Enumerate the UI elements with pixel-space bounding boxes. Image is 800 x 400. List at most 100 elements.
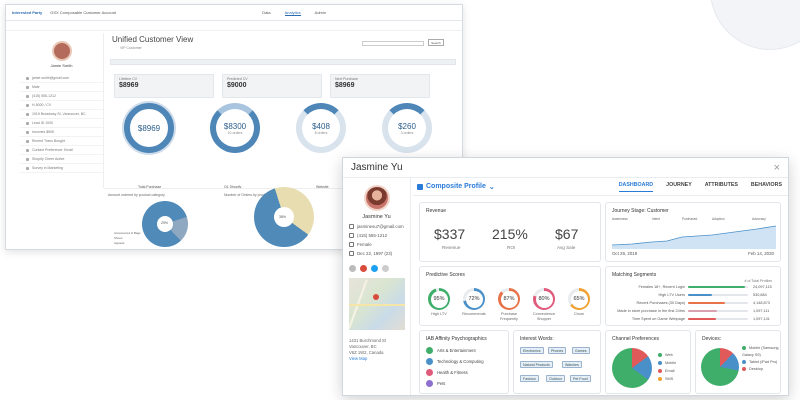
back-bottom-panels: Amount ordered by product category Numbe… [104,187,454,249]
back-search-input[interactable] [362,41,424,46]
devices-pie-chart [701,348,739,386]
avatar [363,185,390,211]
dob-row: Dec 22, 1997 (23) [349,251,404,256]
tab-dashboard[interactable]: DASHBOARD [618,182,654,192]
segment-row[interactable]: Recent Purchases (30 Days) 4,148,873 [636,301,770,305]
interest-tag[interactable]: Natural Products [520,361,553,368]
back-circle-caption: Total Purchase [138,185,162,189]
back-tab-analytics[interactable]: Analytics [284,9,301,16]
avg-sale-value: $67 [555,226,579,242]
back-tab-data[interactable]: Data [262,9,271,15]
interest-tag[interactable]: Fashion [520,375,539,382]
twitter-icon[interactable] [371,265,378,272]
journey-title: Journey Stage: Customer [612,208,669,214]
back-legend: Accessories & Bags Shoes Apparel [114,231,141,245]
profile-tabs: DASHBOARD JOURNEY ATTRIBUTES BEHAVIORS [618,181,782,192]
matching-title: Matching Segments [612,272,657,278]
close-icon[interactable]: × [773,161,780,174]
map-pin-icon [373,294,379,300]
social-links [349,265,404,272]
back-sidebar-row: H-5000 / CV [20,101,103,110]
score-ring: 87% [498,288,520,310]
pinterest-icon[interactable] [360,265,367,272]
score-label: Convenience Shopper [532,312,556,321]
email-row: jasminesu7@gmail.com [349,224,404,229]
instagram-icon[interactable] [349,265,356,272]
tab-journey[interactable]: JOURNEY [666,181,692,188]
back-metric-circle: $8969 [124,103,174,153]
iab-item: Pets [426,380,445,387]
journey-stage-label: Awareness [612,217,628,221]
revenue-card: Revenue $337 Revenue 215% ROI $67 Avg Sa… [419,202,601,262]
back-donut-chart [254,187,314,247]
devices-title: Devices: [702,336,722,342]
roi-value: 215% [492,226,528,242]
tab-attributes[interactable]: ATTRIBUTES [704,181,738,188]
segment-row[interactable]: Made in store purchase in the first 24hr… [617,309,770,313]
journey-stage-label: Adoption [712,217,725,221]
back-sidebar-row: (415) 555-1212 [20,92,103,101]
back-logo[interactable]: Interested Party [12,10,43,15]
back-tabs: Data Analytics Admin [262,10,326,16]
composite-profile-window: Jasmine Yu × Jasmine Yu jasminesu7@gmail… [342,157,789,396]
tab-behaviors[interactable]: BEHAVIORS [750,181,782,188]
phone-icon [349,233,354,238]
back-metric-circle: $260 3 orders [382,103,432,153]
row-icon [26,76,29,80]
category-icon [426,347,433,354]
segment-row[interactable]: Females 18+, Recent Login 24,097,115 [638,285,772,289]
back-pie-label: 29% [161,221,169,225]
legend-item: SMS [658,375,676,383]
journey-stage-label: Advocacy [752,217,766,221]
score-label: Purchase Frequently [500,312,518,321]
journey-area-chart [612,225,776,249]
score-ring: 80% [533,288,555,310]
interest-tag[interactable]: Outdoor [546,375,565,382]
back-tab-admin[interactable]: Admin [314,9,326,15]
score-ring: 65% [568,288,590,310]
score-ring: 72% [463,288,485,310]
interest-tag[interactable]: Electronics [520,347,544,354]
phone-app-icon[interactable] [382,265,389,272]
back-search-button[interactable]: Search [428,39,444,46]
location-map[interactable] [349,278,405,330]
row-icon [26,85,29,89]
profile-icon [417,183,423,190]
row-icon [26,139,29,143]
back-circle-caption: Website [316,185,329,189]
journey-stage-label: Intent [652,217,660,221]
row-icon [26,130,29,134]
interest-tag[interactable]: Watches [562,361,582,368]
gender-row: Female [349,242,404,247]
iab-card: IAB Affinity Psychographics Arts & Enter… [419,330,509,394]
back-subbar [6,21,462,31]
segment-row[interactable]: High LTV Users 530,884 [658,293,767,297]
row-icon [26,103,29,107]
composite-profile-dropdown[interactable]: Composite Profile ⌄ [417,183,495,191]
back-sidebar-row: Recent Trans Bought [20,137,103,146]
interest-tag[interactable]: Games [572,347,590,354]
channel-pie-chart [612,348,652,388]
back-toolbar [110,59,456,65]
back-topbar: Interested Party GSX Composable Customer… [6,5,462,21]
legend-item: Mobile (Samsung Galaxy S9) [742,346,779,357]
back-main: Unified Customer View VIP Customer Searc… [110,33,456,189]
back-sidebar-row: Contact Preference: Email [20,146,103,155]
interest-title: Interest Words: [520,336,554,342]
segment-row[interactable]: Time Spent on Game Webpage 1,097,141 [631,317,770,321]
predictive-scores-card: Predictive Scores 95% High LTV 72% Recommen… [419,266,601,326]
view-map-link[interactable]: View Map [349,356,368,361]
journey-card: Journey Stage: Customer Awareness Intent P… [605,202,781,262]
journey-start-date: Oct 29, 2019 [612,251,638,256]
iab-title: IAB Affinity Psychographics [426,336,487,342]
chevron-down-icon: ⌄ [488,183,495,191]
interest-tag[interactable]: Phones [548,347,567,354]
score-label: High LTV [431,312,447,316]
iab-item: Technology & Computing [426,358,484,365]
back-metric-circle: $8300 10 orders [210,103,260,153]
journey-end-date: Feb 14, 2020 [748,251,774,256]
iab-item: Arts & Entertainment [426,347,476,354]
interest-words-card: Interest Words: Electronics Phones Games Na… [513,330,601,394]
interest-tag[interactable]: Pet Food [570,375,591,382]
